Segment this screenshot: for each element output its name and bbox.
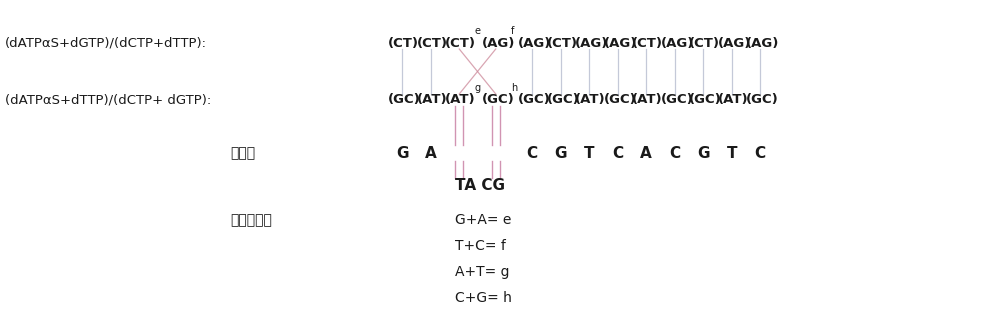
Text: 关联分析：: 关联分析：	[230, 213, 272, 227]
Text: C+G= h: C+G= h	[455, 291, 512, 305]
Text: A: A	[640, 146, 652, 161]
Text: (GC): (GC)	[689, 93, 722, 107]
Text: (CT): (CT)	[689, 37, 720, 50]
Text: (AG): (AG)	[482, 37, 515, 50]
Text: e: e	[475, 26, 480, 36]
Text: (CT): (CT)	[445, 37, 476, 50]
Text: (CT): (CT)	[632, 37, 663, 50]
Text: (AT): (AT)	[718, 93, 748, 107]
Text: G: G	[554, 146, 567, 161]
Text: C: C	[527, 146, 538, 161]
Text: (AG): (AG)	[518, 37, 551, 50]
Text: G+A= e: G+A= e	[455, 213, 512, 227]
Text: (AG): (AG)	[660, 37, 694, 50]
Text: (CT): (CT)	[388, 37, 419, 50]
Text: h: h	[511, 83, 517, 93]
Text: C: C	[612, 146, 623, 161]
Text: (GC): (GC)	[746, 93, 779, 107]
Text: (GC): (GC)	[546, 93, 579, 107]
Text: G: G	[396, 146, 409, 161]
Text: (AG): (AG)	[718, 37, 751, 50]
Text: (GC): (GC)	[482, 93, 514, 107]
Text: g: g	[475, 83, 481, 93]
Text: (GC): (GC)	[660, 93, 693, 107]
Text: (AT): (AT)	[575, 93, 606, 107]
Text: (dATPαS+dGTP)/(dCTP+dTTP):: (dATPαS+dGTP)/(dCTP+dTTP):	[5, 37, 207, 50]
Text: G: G	[697, 146, 710, 161]
Text: (GC): (GC)	[604, 93, 636, 107]
Text: (AT): (AT)	[416, 93, 447, 107]
Text: T+C= f: T+C= f	[455, 239, 506, 253]
Text: T: T	[584, 146, 594, 161]
Text: (CT): (CT)	[546, 37, 578, 50]
Text: A+T= g: A+T= g	[455, 265, 510, 279]
Text: TA CG: TA CG	[455, 178, 505, 193]
Text: f: f	[511, 26, 514, 36]
Text: (AT): (AT)	[445, 93, 476, 107]
Text: (GC): (GC)	[518, 93, 551, 107]
Text: T: T	[726, 146, 737, 161]
Text: A: A	[425, 146, 437, 161]
Text: C: C	[669, 146, 680, 161]
Text: (AG): (AG)	[604, 37, 637, 50]
Text: (GC): (GC)	[388, 93, 421, 107]
Text: (AT): (AT)	[632, 93, 663, 107]
Text: (CT): (CT)	[416, 37, 448, 50]
Text: 解码：: 解码：	[230, 146, 255, 160]
Text: (AG): (AG)	[746, 37, 779, 50]
Text: C: C	[755, 146, 766, 161]
Text: (AG): (AG)	[575, 37, 608, 50]
Text: (dATPαS+dTTP)/(dCTP+ dGTP):: (dATPαS+dTTP)/(dCTP+ dGTP):	[5, 93, 211, 107]
